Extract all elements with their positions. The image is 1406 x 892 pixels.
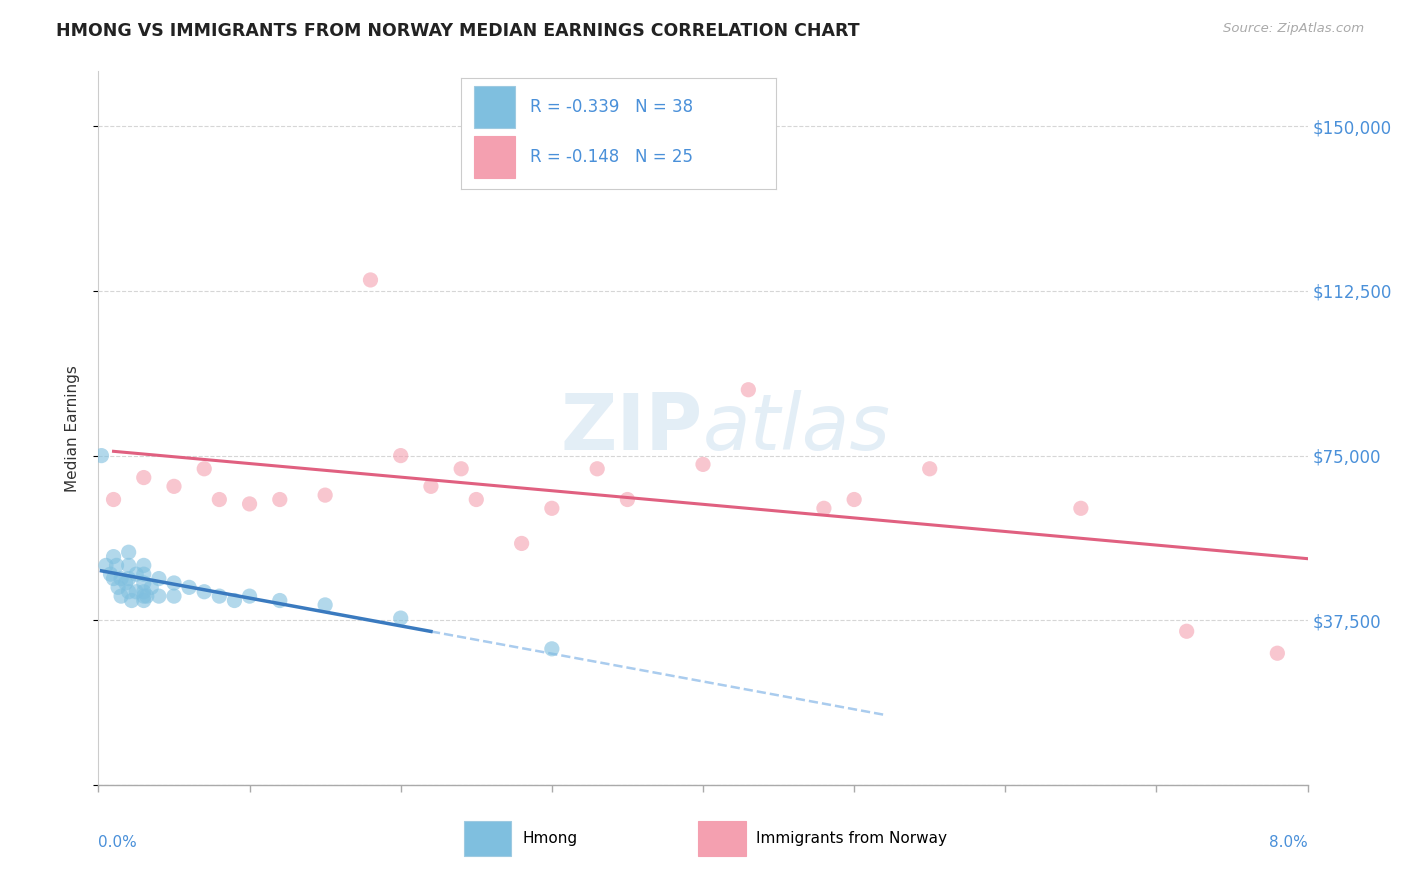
Point — [121, 593, 143, 607]
Point — [1267, 646, 1289, 660]
Point — [586, 462, 609, 476]
Text: Source: ZipAtlas.com: Source: ZipAtlas.com — [1223, 22, 1364, 36]
Point — [132, 584, 155, 599]
Point — [103, 492, 125, 507]
Point — [465, 492, 488, 507]
Point — [541, 641, 564, 656]
Point — [510, 536, 533, 550]
Point — [389, 611, 412, 625]
Point — [110, 589, 132, 603]
Point — [118, 558, 141, 573]
Point — [193, 462, 215, 476]
Point — [148, 572, 170, 586]
Point — [389, 449, 412, 463]
Text: 8.0%: 8.0% — [1268, 835, 1308, 850]
Point — [103, 549, 125, 564]
Y-axis label: Median Earnings: Median Earnings — [65, 365, 80, 491]
Point — [132, 470, 155, 484]
Point — [314, 488, 336, 502]
Point — [135, 589, 157, 603]
Point — [110, 572, 132, 586]
Point — [541, 501, 564, 516]
Point — [269, 593, 291, 607]
Point — [224, 593, 246, 607]
Point — [90, 449, 112, 463]
Point — [450, 462, 472, 476]
Point — [616, 492, 638, 507]
Point — [132, 589, 155, 603]
Point — [420, 479, 443, 493]
Point — [103, 572, 125, 586]
Point — [132, 558, 155, 573]
Point — [114, 576, 136, 591]
Point — [132, 593, 155, 607]
Point — [163, 589, 186, 603]
Point — [125, 584, 148, 599]
Point — [118, 584, 141, 599]
Point — [314, 598, 336, 612]
Point — [360, 273, 382, 287]
Point — [208, 589, 231, 603]
Point — [239, 589, 262, 603]
Point — [239, 497, 262, 511]
Point — [193, 584, 215, 599]
Point — [94, 558, 117, 573]
Point — [1175, 624, 1198, 639]
Point — [208, 492, 231, 507]
Point — [148, 589, 170, 603]
Point — [132, 567, 155, 582]
Point — [163, 479, 186, 493]
Point — [692, 458, 714, 472]
Point — [269, 492, 291, 507]
Point — [918, 462, 941, 476]
Point — [132, 576, 155, 591]
Point — [163, 576, 186, 591]
Point — [107, 580, 129, 594]
Text: atlas: atlas — [703, 390, 891, 467]
Point — [125, 567, 148, 582]
Text: HMONG VS IMMIGRANTS FROM NORWAY MEDIAN EARNINGS CORRELATION CHART: HMONG VS IMMIGRANTS FROM NORWAY MEDIAN E… — [56, 22, 860, 40]
Point — [179, 580, 201, 594]
Point — [118, 545, 141, 559]
Text: 0.0%: 0.0% — [98, 835, 138, 850]
Point — [100, 567, 122, 582]
Point — [1070, 501, 1092, 516]
Point — [737, 383, 759, 397]
Text: ZIP: ZIP — [561, 390, 703, 467]
Point — [844, 492, 866, 507]
Point — [118, 572, 141, 586]
Point — [141, 580, 163, 594]
Point — [813, 501, 835, 516]
Point — [105, 558, 128, 573]
